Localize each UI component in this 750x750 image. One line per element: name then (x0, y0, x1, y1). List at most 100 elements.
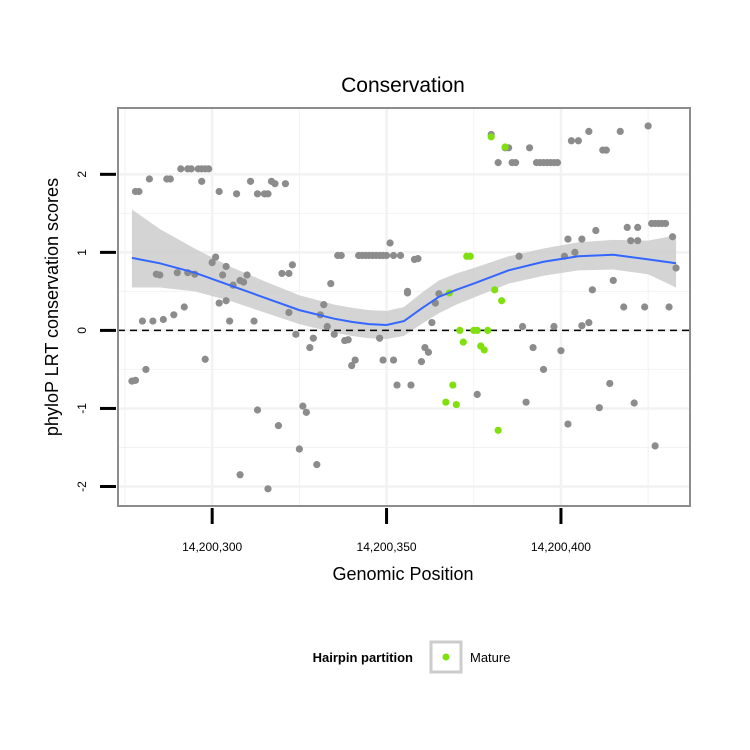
point-other (665, 303, 673, 311)
point-other (159, 315, 167, 324)
point-mature (491, 286, 499, 294)
point-other (606, 379, 614, 388)
point-other (306, 343, 314, 352)
point-other (232, 190, 241, 198)
point-other (180, 303, 188, 311)
point-other (522, 398, 530, 406)
point-other (271, 180, 279, 188)
point-other (564, 420, 572, 428)
point-other (302, 408, 310, 416)
point-other (131, 376, 140, 384)
point-mature (494, 426, 502, 434)
point-other (578, 322, 586, 330)
point-other (634, 223, 642, 231)
point-other (313, 461, 321, 469)
point-other (557, 347, 565, 355)
point-other (386, 239, 394, 247)
point-other (661, 219, 670, 228)
point-mature (480, 346, 488, 354)
point-other (588, 286, 596, 294)
point-other (672, 264, 680, 272)
point-other (620, 303, 628, 311)
point-mature (456, 326, 464, 335)
point-other (222, 262, 230, 271)
point-other (323, 322, 331, 331)
point-other (403, 287, 412, 295)
point-other (379, 356, 387, 364)
point-other (208, 258, 216, 267)
point-other (243, 271, 251, 279)
point-other (550, 322, 558, 331)
point-other (219, 271, 227, 279)
point-other (198, 177, 206, 185)
point-other (623, 223, 631, 231)
point-other (668, 233, 677, 241)
legend: Hairpin partition Mature (313, 640, 510, 674)
point-other (226, 317, 234, 325)
point-other (149, 317, 157, 325)
point-mature (473, 326, 481, 335)
point-other (574, 137, 582, 145)
point-other (351, 356, 359, 364)
point-other (634, 237, 642, 245)
x-tick-label: 14,200,350 (357, 540, 417, 554)
point-other (215, 187, 223, 196)
x-tick-label: 14,200,300 (182, 540, 242, 554)
point-other (309, 334, 317, 342)
point-other (592, 226, 600, 235)
point-other (292, 330, 300, 338)
point-other (299, 402, 307, 410)
point-other (135, 187, 143, 196)
point-other (393, 381, 401, 389)
point-other (595, 404, 603, 412)
point-other (187, 165, 195, 173)
point-other (578, 235, 586, 243)
point-other (585, 319, 593, 327)
y-axis-ticks: -2 -1 0 1 2 (75, 171, 116, 492)
point-other (222, 297, 230, 305)
point-mature (484, 326, 492, 335)
point-other (627, 237, 635, 245)
point-other (494, 159, 502, 167)
point-other (389, 251, 398, 260)
point-mature (487, 133, 495, 141)
point-other (407, 381, 415, 389)
point-other (518, 322, 527, 331)
y-axis-title: phyloP LRT conservation scores (42, 178, 62, 436)
point-other (138, 317, 147, 325)
point-other (348, 361, 356, 370)
point-other (382, 251, 391, 260)
point-other (344, 336, 352, 344)
point-other (264, 190, 272, 198)
point-other (424, 348, 433, 356)
point-mature (449, 381, 457, 389)
point-other (295, 445, 303, 453)
point-other (246, 177, 255, 185)
point-other (515, 252, 523, 260)
point-other (609, 276, 617, 285)
grid-lines (118, 108, 690, 506)
point-other (201, 355, 209, 363)
point-other (651, 442, 659, 450)
point-mature (459, 338, 467, 346)
point-other (539, 365, 548, 374)
point-other (142, 365, 150, 374)
point-other (375, 334, 384, 342)
point-other (145, 175, 153, 183)
point-other (428, 319, 436, 327)
x-tick-label: 14,200,400 (531, 540, 591, 554)
point-other (320, 301, 328, 309)
point-other (288, 261, 296, 269)
point-other (264, 485, 272, 493)
point-other (567, 137, 576, 145)
point-mature (498, 297, 506, 305)
smooth-fit-line (131, 253, 677, 326)
confidence-band (131, 209, 677, 339)
point-other (253, 406, 262, 414)
legend-dot-mature (442, 653, 450, 661)
point-other (253, 190, 262, 198)
x-axis-title: Genomic Position (332, 564, 473, 584)
point-other (525, 144, 534, 152)
point-other (212, 253, 220, 261)
